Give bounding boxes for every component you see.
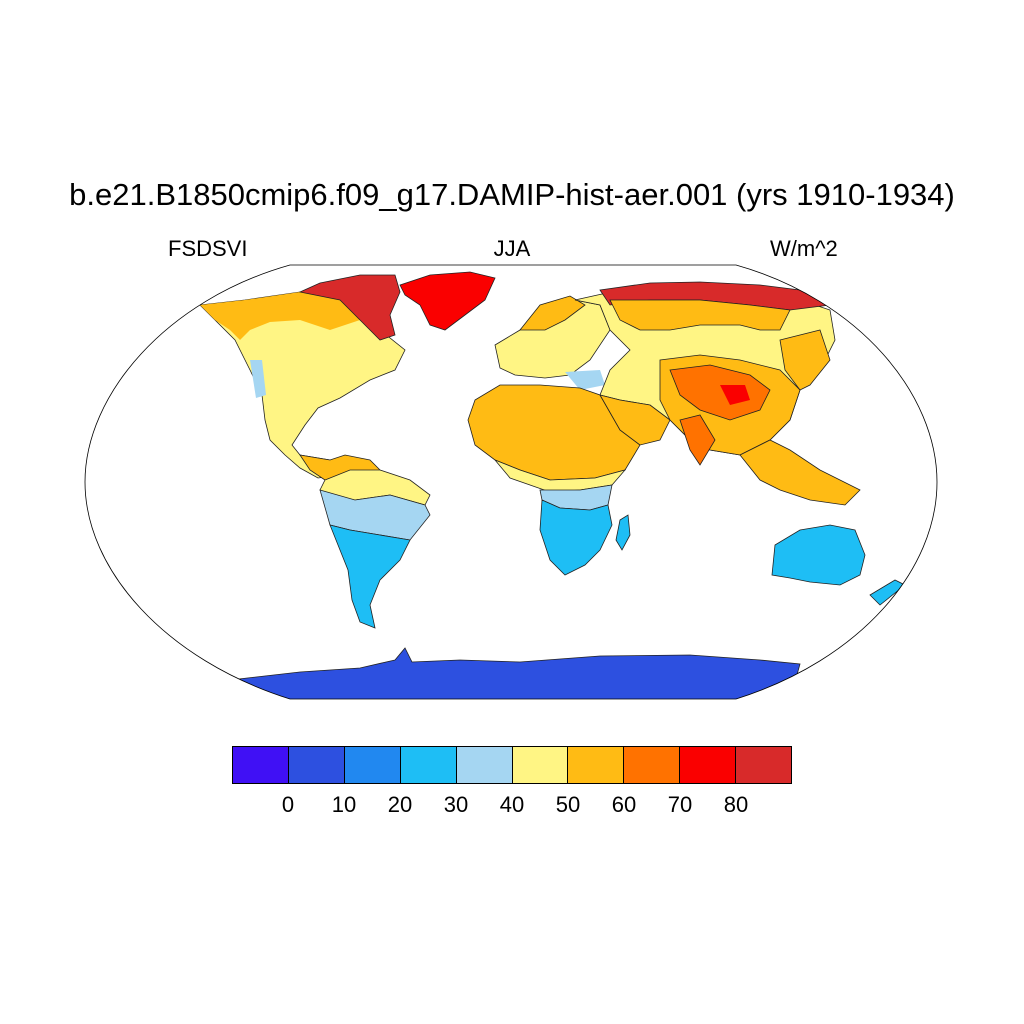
region-west-us [250, 360, 266, 398]
colorbar-tick-label: 0 [281, 792, 295, 817]
colorbar-tick-label: 50 [555, 792, 581, 817]
colorbar-tick-label: 70 [667, 792, 693, 817]
season-label: JJA [493, 236, 531, 261]
region-tibet [669, 364, 771, 421]
colorbar-tick-label: 80 [723, 792, 749, 817]
colorbar-box [736, 747, 792, 783]
colorbar-box [624, 747, 681, 783]
colorbar-box [344, 747, 401, 783]
colorbar-box [288, 747, 345, 783]
region-canadian-arctic [298, 274, 401, 341]
region-middle-east [599, 394, 671, 446]
colorbar-tick-label: 60 [611, 792, 637, 817]
region-new-zealand [869, 579, 906, 606]
region-india [679, 414, 716, 466]
region-southern-africa [539, 499, 613, 576]
colorbar-box [568, 747, 625, 783]
region-se-asia [739, 439, 861, 506]
region-madagascar [615, 514, 631, 551]
plot-title: b.e21.B1850cmip6.f09_g17.DAMIP-hist-aer.… [69, 177, 955, 212]
region-nw-america-orange [200, 292, 360, 340]
region-tibet-core [720, 385, 750, 405]
colorbar-tick-label: 10 [331, 792, 357, 817]
region-east-asia [779, 329, 831, 391]
map-border [84, 264, 938, 700]
colorbar-box [456, 747, 513, 783]
colorbar-tick-label: 40 [499, 792, 525, 817]
region-scandinavia [519, 295, 586, 331]
colorbar-box [400, 747, 457, 783]
colorbar-tick-label: 30 [443, 792, 469, 817]
colorbar-box [233, 747, 289, 783]
region-central-asia [609, 299, 791, 331]
region-mediterranean-blue [565, 370, 605, 390]
colorbar-tick-label: 20 [387, 792, 413, 817]
units-label: W/m^2 [770, 236, 838, 261]
colorbar-box [680, 747, 737, 783]
region-antarctica [229, 647, 801, 699]
colorbar-box [512, 747, 569, 783]
variable-label: FSDSVI [168, 236, 248, 261]
colorbar [232, 746, 792, 784]
region-south-america-south [329, 524, 411, 629]
region-australia [771, 524, 866, 586]
region-greenland [399, 271, 496, 331]
colorbar-labels: 0 10 20 30 40 50 60 70 80 [0, 792, 1024, 822]
